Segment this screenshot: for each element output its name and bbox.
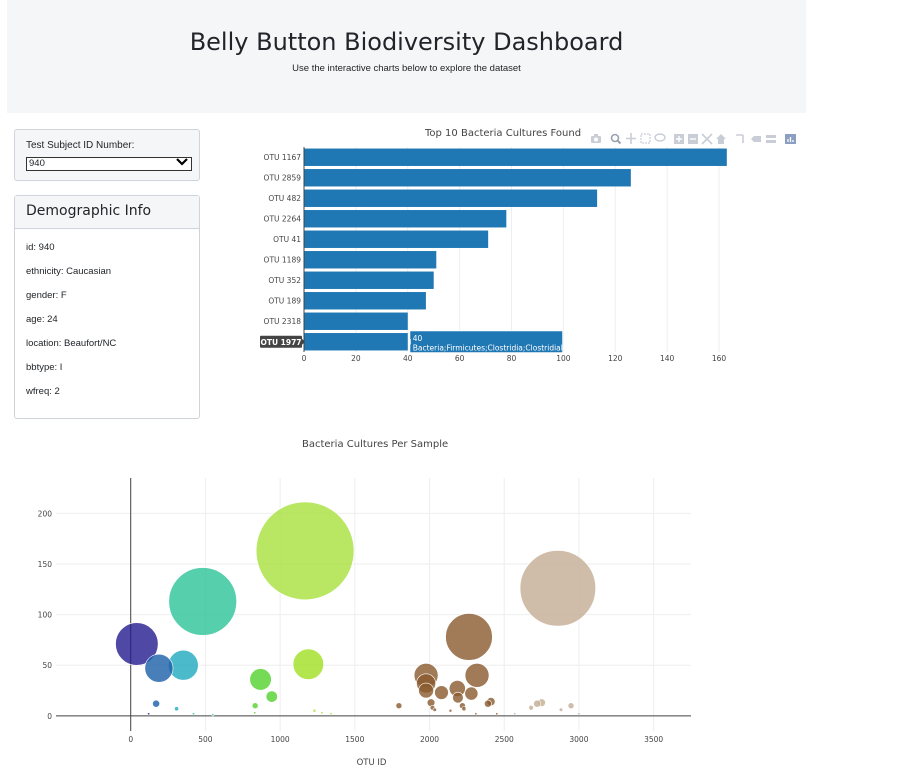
lasso-icon[interactable] <box>654 133 666 142</box>
bubble-x-tick-label: 1500 <box>345 735 364 744</box>
camera-icon[interactable] <box>591 134 601 143</box>
bubble-point[interactable] <box>320 711 324 715</box>
hover-compare-icon[interactable] <box>766 135 776 143</box>
bubble-point[interactable] <box>255 501 355 601</box>
bubble-y-tick-label: 100 <box>38 611 53 620</box>
demographic-info-panel: Demographic Info id: 940 ethnicity: Cauc… <box>14 195 200 419</box>
bubble-point[interactable] <box>174 706 179 712</box>
bubble-point[interactable] <box>211 713 215 717</box>
bubble-point[interactable] <box>265 690 278 703</box>
bubble-point[interactable] <box>249 668 272 691</box>
bubble-x-tick-label: 1000 <box>271 735 290 744</box>
bubble-point[interactable] <box>434 685 449 700</box>
bubble-point[interactable] <box>152 699 161 708</box>
bubble-point[interactable] <box>251 702 259 710</box>
bubble-point[interactable] <box>464 663 490 688</box>
bubble-point[interactable] <box>253 711 257 715</box>
bubble-point[interactable] <box>577 712 581 716</box>
plot-modebar <box>590 132 800 151</box>
bubble-point[interactable] <box>558 707 564 712</box>
zoom-in-icon[interactable] <box>674 134 684 144</box>
home-icon[interactable] <box>716 134 726 144</box>
page-subtitle: Use the interactive charts below to expl… <box>292 63 521 74</box>
bubble-point[interactable] <box>495 712 499 716</box>
bubble-point[interactable] <box>533 699 542 708</box>
bubble-point[interactable] <box>432 707 437 712</box>
demographic-row: gender: F <box>26 290 67 301</box>
bubble-x-tick-label: 3000 <box>569 735 588 744</box>
autoscale-icon[interactable] <box>701 133 713 145</box>
pan-icon[interactable] <box>626 133 636 144</box>
bubble-point[interactable] <box>445 613 493 661</box>
bubble-y-tick-label: 50 <box>42 661 52 670</box>
bubble-point[interactable] <box>292 648 324 680</box>
subject-selector-well: Test Subject ID Number: 940 <box>14 129 200 181</box>
chevron-down-icon <box>175 157 189 171</box>
demographic-info-title: Demographic Info <box>15 196 199 229</box>
bubble-point[interactable] <box>144 653 174 683</box>
bubble-point[interactable] <box>464 686 479 701</box>
bubble-point[interactable] <box>168 567 237 636</box>
demographic-row: wfreq: 2 <box>26 386 60 397</box>
bubble-point[interactable] <box>452 691 464 704</box>
plotly-logo-icon[interactable] <box>785 134 796 144</box>
bubble-x-tick-label: 2000 <box>420 735 439 744</box>
bubble-point[interactable] <box>484 699 492 708</box>
bubble-point[interactable] <box>519 550 596 627</box>
demographic-row: location: Beaufort/NC <box>26 338 117 349</box>
bubble-point[interactable] <box>567 702 575 710</box>
bubble-x-tick-label: 500 <box>198 735 213 744</box>
demographic-row: id: 940 <box>26 242 55 253</box>
zoom-out-icon[interactable] <box>688 134 698 144</box>
page-title: Belly Button Biodiversity Dashboard <box>189 28 624 56</box>
bubble-point[interactable] <box>312 708 317 713</box>
bubble-point[interactable] <box>474 712 478 716</box>
bubble-point[interactable] <box>191 712 195 716</box>
subject-selector-label: Test Subject ID Number: <box>26 140 135 151</box>
bubble-x-tick-label: 2500 <box>495 735 514 744</box>
bubble-point[interactable] <box>418 682 434 699</box>
bubble-point[interactable] <box>448 708 453 713</box>
subject-id-value: 940 <box>29 158 45 169</box>
bubble-point[interactable] <box>461 706 467 712</box>
demographic-row: bbtype: I <box>26 362 63 373</box>
bar-chart-title: Top 10 Bacteria Cultures Found <box>425 128 582 139</box>
demographic-row: ethnicity: Caucasian <box>26 266 112 277</box>
bubble-x-tick-label: 0 <box>128 735 133 744</box>
jumbotron-header: Belly Button Biodiversity Dashboard Use … <box>7 0 806 113</box>
hover-closest-icon[interactable] <box>751 136 761 142</box>
demographic-row: age: 24 <box>26 314 58 325</box>
bubble-point[interactable] <box>115 622 159 666</box>
bubble-y-tick-label: 200 <box>38 509 53 518</box>
bubble-x-axis-title: OTU ID <box>357 758 387 768</box>
bubble-point[interactable] <box>147 712 151 716</box>
box-select-icon[interactable] <box>640 133 651 144</box>
bubble-y-tick-label: 150 <box>38 560 53 569</box>
bubble-x-tick-label: 3500 <box>644 735 663 744</box>
bubble-y-tick-label: 0 <box>47 712 52 721</box>
zoom-icon[interactable] <box>610 133 622 145</box>
bubble-chart-title: Bacteria Cultures Per Sample <box>302 439 449 450</box>
spike-lines-icon[interactable] <box>736 134 744 143</box>
bubble-point[interactable] <box>395 702 403 710</box>
bubble-point[interactable] <box>513 712 517 716</box>
bubble-point[interactable] <box>528 705 534 711</box>
bubble-point[interactable] <box>329 712 333 716</box>
subject-id-select[interactable]: 940 <box>26 157 192 171</box>
